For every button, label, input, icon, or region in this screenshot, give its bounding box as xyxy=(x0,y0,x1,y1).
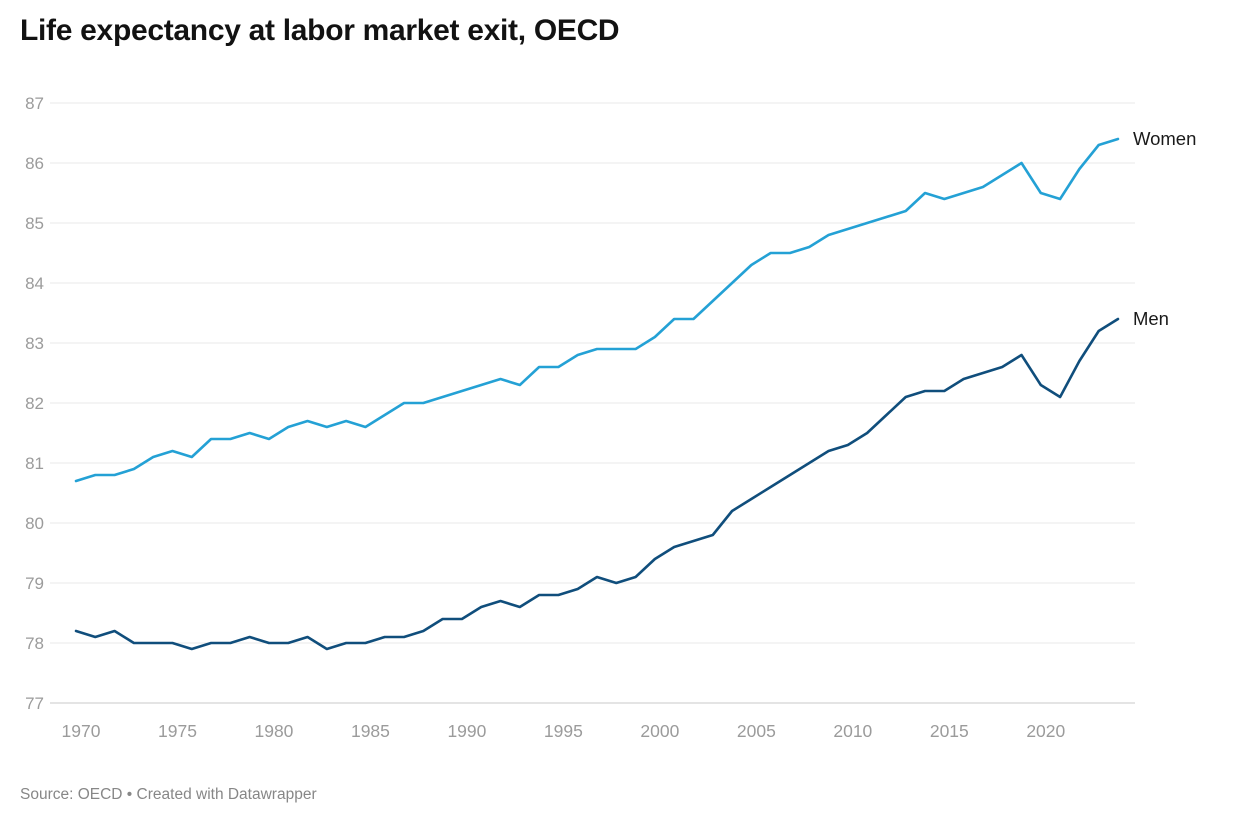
series-line-women xyxy=(74,137,1120,483)
x-tick-label: 2015 xyxy=(930,721,969,741)
source-note: Source: OECD • Created with Datawrapper xyxy=(20,786,317,803)
series-label-men: Men xyxy=(1133,308,1169,329)
series-label-women: Women xyxy=(1133,128,1196,149)
x-tick-label: 2005 xyxy=(737,721,776,741)
x-tick-label: 1975 xyxy=(158,721,197,741)
y-tick-label: 78 xyxy=(25,634,44,653)
x-tick-label: 1970 xyxy=(62,721,101,741)
chart-title: Life expectancy at labor market exit, OE… xyxy=(20,14,620,47)
x-tick-label: 2020 xyxy=(1026,721,1065,741)
y-tick-label: 83 xyxy=(25,334,44,353)
y-tick-label: 82 xyxy=(25,394,44,413)
y-tick-label: 80 xyxy=(25,514,44,533)
y-tick-label: 86 xyxy=(25,154,44,173)
x-tick-label: 2010 xyxy=(833,721,872,741)
y-tick-label: 87 xyxy=(25,94,44,113)
y-axis-labels: 77 78 79 80 81 82 83 84 85 86 87 xyxy=(25,94,44,713)
x-axis-labels: 1970 1975 1980 1985 1990 1995 2000 2005 2010 2015… xyxy=(62,721,1066,741)
y-tick-label: 81 xyxy=(25,454,44,473)
y-tick-label: 79 xyxy=(25,574,44,593)
gridlines xyxy=(50,102,1135,704)
x-tick-label: 1990 xyxy=(447,721,486,741)
x-tick-label: 1995 xyxy=(544,721,583,741)
series-line-men xyxy=(74,317,1120,651)
y-tick-label: 84 xyxy=(25,274,44,293)
x-tick-label: 1985 xyxy=(351,721,390,741)
y-tick-label: 85 xyxy=(25,214,44,233)
x-tick-label: 1980 xyxy=(254,721,293,741)
x-tick-label: 2000 xyxy=(640,721,679,741)
y-tick-label: 77 xyxy=(25,694,44,713)
